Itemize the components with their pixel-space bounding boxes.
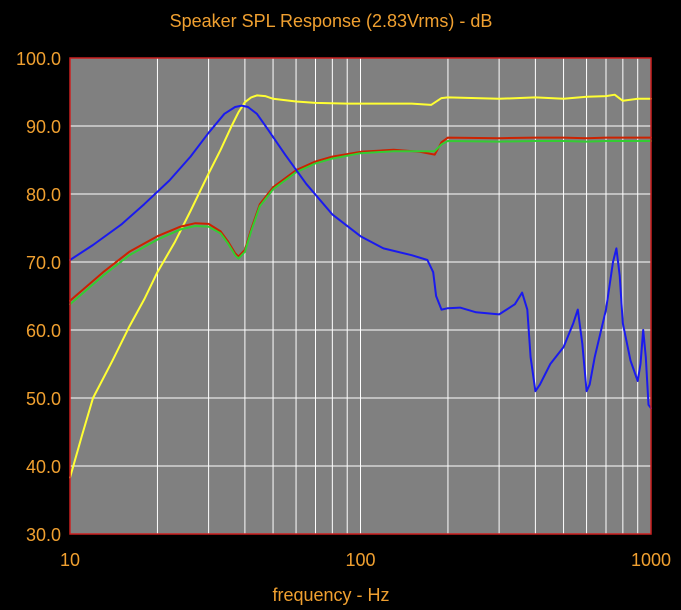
- x-tick-label: 100: [345, 550, 375, 570]
- grid: [70, 58, 651, 534]
- chart-title: Speaker SPL Response (2.83Vrms) - dB: [170, 11, 493, 31]
- y-tick-label: 80.0: [26, 185, 61, 205]
- y-axis-ticks: 100.0 90.0 80.0 70.0 60.0 50.0 40.0 30.0: [16, 49, 61, 545]
- y-tick-label: 100.0: [16, 49, 61, 69]
- y-tick-label: 90.0: [26, 117, 61, 137]
- series-line-4: [69, 104, 652, 410]
- y-tick-label: 40.0: [26, 457, 61, 477]
- x-tick-label: 10: [60, 550, 80, 570]
- series-line-2: [69, 136, 652, 302]
- y-tick-label: 30.0: [26, 525, 61, 545]
- y-tick-label: 70.0: [26, 253, 61, 273]
- plot-frame: [69, 57, 652, 535]
- x-tick-label: 1000: [631, 550, 671, 570]
- y-tick-label: 60.0: [26, 321, 61, 341]
- series-line-3: [69, 140, 652, 306]
- x-axis-ticks: 10 100 1000: [60, 550, 671, 570]
- x-axis-label: frequency - Hz: [272, 585, 389, 605]
- series-layer: [69, 93, 652, 479]
- series-line-1: [69, 93, 652, 479]
- y-tick-label: 50.0: [26, 389, 61, 409]
